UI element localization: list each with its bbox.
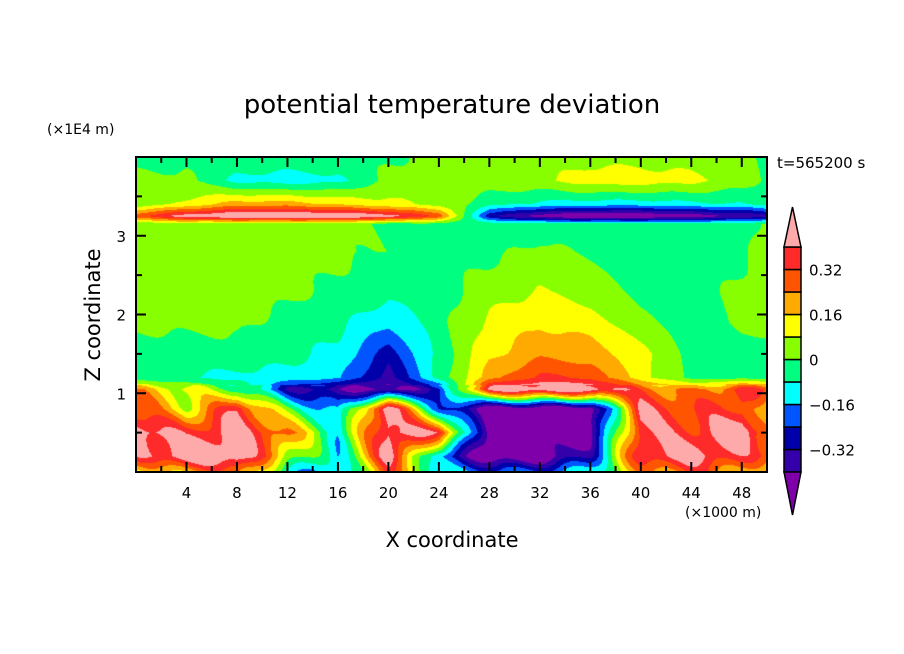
y-tick-label: 3 [116,228,126,246]
y-tick-label: 1 [116,385,126,403]
colorbar-label: −0.32 [809,442,855,460]
colorbar-box [783,246,802,271]
chart-title: potential temperature deviation [244,90,660,120]
colorbar-box [783,268,802,293]
colorbar-label: 0 [809,352,819,370]
colorbar-bottom-triangle [783,471,802,516]
x-tick-label: 12 [278,484,297,502]
x-axis-label: X coordinate [385,528,518,552]
x-tick-label: 44 [682,484,701,502]
y-unit-label: (×1E4 m) [47,122,114,138]
colorbar-label: 0.16 [809,307,842,325]
x-tick-label: 24 [429,484,448,502]
colorbar-box [783,291,802,316]
x-tick-label: 48 [732,484,751,502]
y-tick-label: 2 [116,307,126,325]
colorbar-box [783,381,802,406]
x-tick-label: 16 [328,484,347,502]
contour-field [136,157,767,472]
x-tick-label: 36 [581,484,600,502]
plot-frame [135,156,768,473]
colorbar-label: 0.32 [809,262,842,280]
colorbar-box [783,403,802,428]
x-tick-label: 32 [530,484,549,502]
x-tick-label: 28 [480,484,499,502]
colorbar-box [783,426,802,451]
colorbar-box [783,448,802,473]
x-tick-label: 8 [232,484,242,502]
colorbar-label: −0.16 [809,397,855,415]
x-tick-label: 20 [379,484,398,502]
colorbar-box [783,336,802,361]
x-tick-label: 40 [631,484,650,502]
colorbar: 0.32 0.16 0 −0.16 −0.32 [783,206,855,516]
y-axis-label: Z coordinate [81,248,105,381]
x-unit-label: (×1000 m) [685,505,761,521]
colorbar-top-triangle [783,206,802,248]
colorbar-box [783,358,802,383]
x-tick-label: 4 [182,484,192,502]
colorbar-box [783,313,802,338]
time-label: t=565200 s [777,154,865,172]
